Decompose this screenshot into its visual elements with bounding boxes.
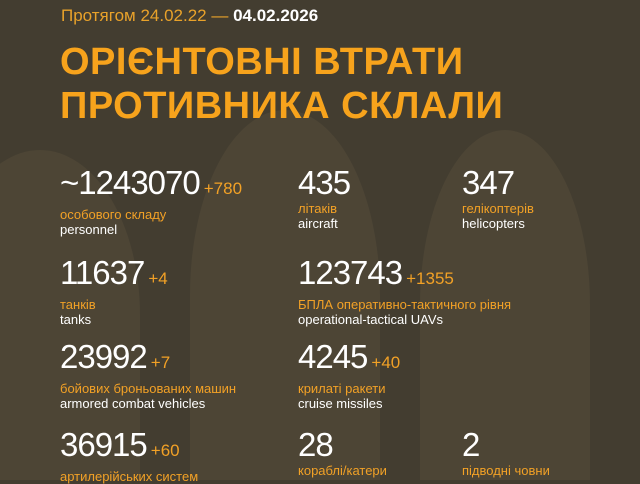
- stat-label-en: aircraft: [298, 216, 338, 231]
- stat-total: 23992: [60, 338, 148, 375]
- stat-label-en: armored combat vehicles: [60, 396, 206, 411]
- bg-shape: [420, 130, 590, 480]
- stat-aircraft: 435 літаків aircraft: [298, 164, 351, 232]
- bg-shape: [190, 110, 380, 480]
- stat--: 36915 +60 артилерійських систем: [60, 428, 198, 484]
- period-prefix: Протягом 24.02.22 —: [61, 6, 229, 25]
- stat-label-ua: бойових броньованих машин: [60, 381, 237, 396]
- stat-total: 11637: [60, 254, 145, 291]
- stat-increase: +1355: [406, 269, 454, 288]
- stat-value: 123743 +1355: [298, 256, 511, 296]
- stat-increase: +780: [203, 179, 243, 198]
- stat-total: ~1243070: [60, 164, 201, 201]
- stat-total: 28: [298, 426, 334, 463]
- stat-label-ua: підводні човни: [462, 463, 550, 478]
- stat-value: 23992 +7: [60, 340, 236, 380]
- stat-value: 435: [298, 164, 351, 201]
- stat-total: 435: [298, 164, 351, 201]
- page-title: ОРІЄНТОВНІ ВТРАТИ ПРОТИВНИКА СКЛАЛИ: [60, 40, 503, 128]
- period: Протягом 24.02.22 — 04.02.2026: [61, 6, 318, 26]
- stat-operational-tactical-uavs: 123743 +1355 БПЛА оперативно-тактичного р…: [298, 256, 512, 328]
- stat-armored-combat-vehicles: 23992 +7 бойових броньованих машин armore…: [60, 340, 237, 412]
- stat-label-en: operational-tactical UAVs: [298, 312, 443, 327]
- stat-label-ua: артилерійських систем: [60, 469, 199, 484]
- stat-helicopters: 347 гелікоптерів helicopters: [462, 166, 534, 232]
- stat-value: 347: [462, 166, 534, 200]
- report-date: 04.02.2026: [233, 6, 319, 25]
- title-line-1: ОРІЄНТОВНІ ВТРАТИ: [60, 41, 464, 83]
- stat-value: 28: [298, 428, 387, 462]
- stat-personnel: ~1243070 +780 особового складу personnel: [60, 166, 242, 238]
- stat-label-ua: літаків: [298, 201, 337, 216]
- stat-cruise-missiles: 4245 +40 крилаті ракети cruise missiles: [298, 340, 400, 412]
- stat-label-ua: БПЛА оперативно-тактичного рівня: [298, 297, 512, 312]
- stat-label-en: tanks: [60, 312, 92, 327]
- stat-label-en: personnel: [60, 222, 118, 237]
- stat-total: 4245: [298, 338, 368, 375]
- stat-label-ua: гелікоптерів: [462, 201, 534, 216]
- stat-increase: +60: [150, 441, 180, 460]
- stat-value: 4245 +40: [298, 340, 400, 380]
- stat-value: ~1243070 +780: [60, 166, 242, 206]
- title-line-2: ПРОТИВНИКА СКЛАЛИ: [60, 85, 504, 127]
- stat--: 28 кораблі/катери: [298, 428, 387, 479]
- stat-label-ua: кораблі/катери: [298, 463, 387, 478]
- stat-label-ua: крилаті ракети: [298, 381, 386, 396]
- stat-total: 347: [462, 164, 515, 201]
- stat-tanks: 11637 +4 танків tanks: [60, 256, 168, 328]
- stat-increase: +40: [371, 353, 401, 372]
- stat--: 2 підводні човни: [462, 428, 550, 479]
- stat-increase: +4: [148, 269, 168, 288]
- stat-total: 36915: [60, 426, 148, 463]
- stat-label-ua: танків: [60, 297, 96, 312]
- stat-value: 2: [462, 428, 550, 462]
- stat-increase: +7: [150, 353, 171, 372]
- stat-label-ua: особового складу: [60, 207, 167, 222]
- stat-value: 11637 +4: [60, 256, 168, 296]
- stat-value: 36915 +60: [60, 428, 198, 468]
- stat-label-en: helicopters: [462, 216, 525, 231]
- stat-label-en: cruise missiles: [298, 396, 383, 411]
- stat-total: 2: [462, 426, 480, 463]
- stat-total: 123743: [298, 254, 403, 291]
